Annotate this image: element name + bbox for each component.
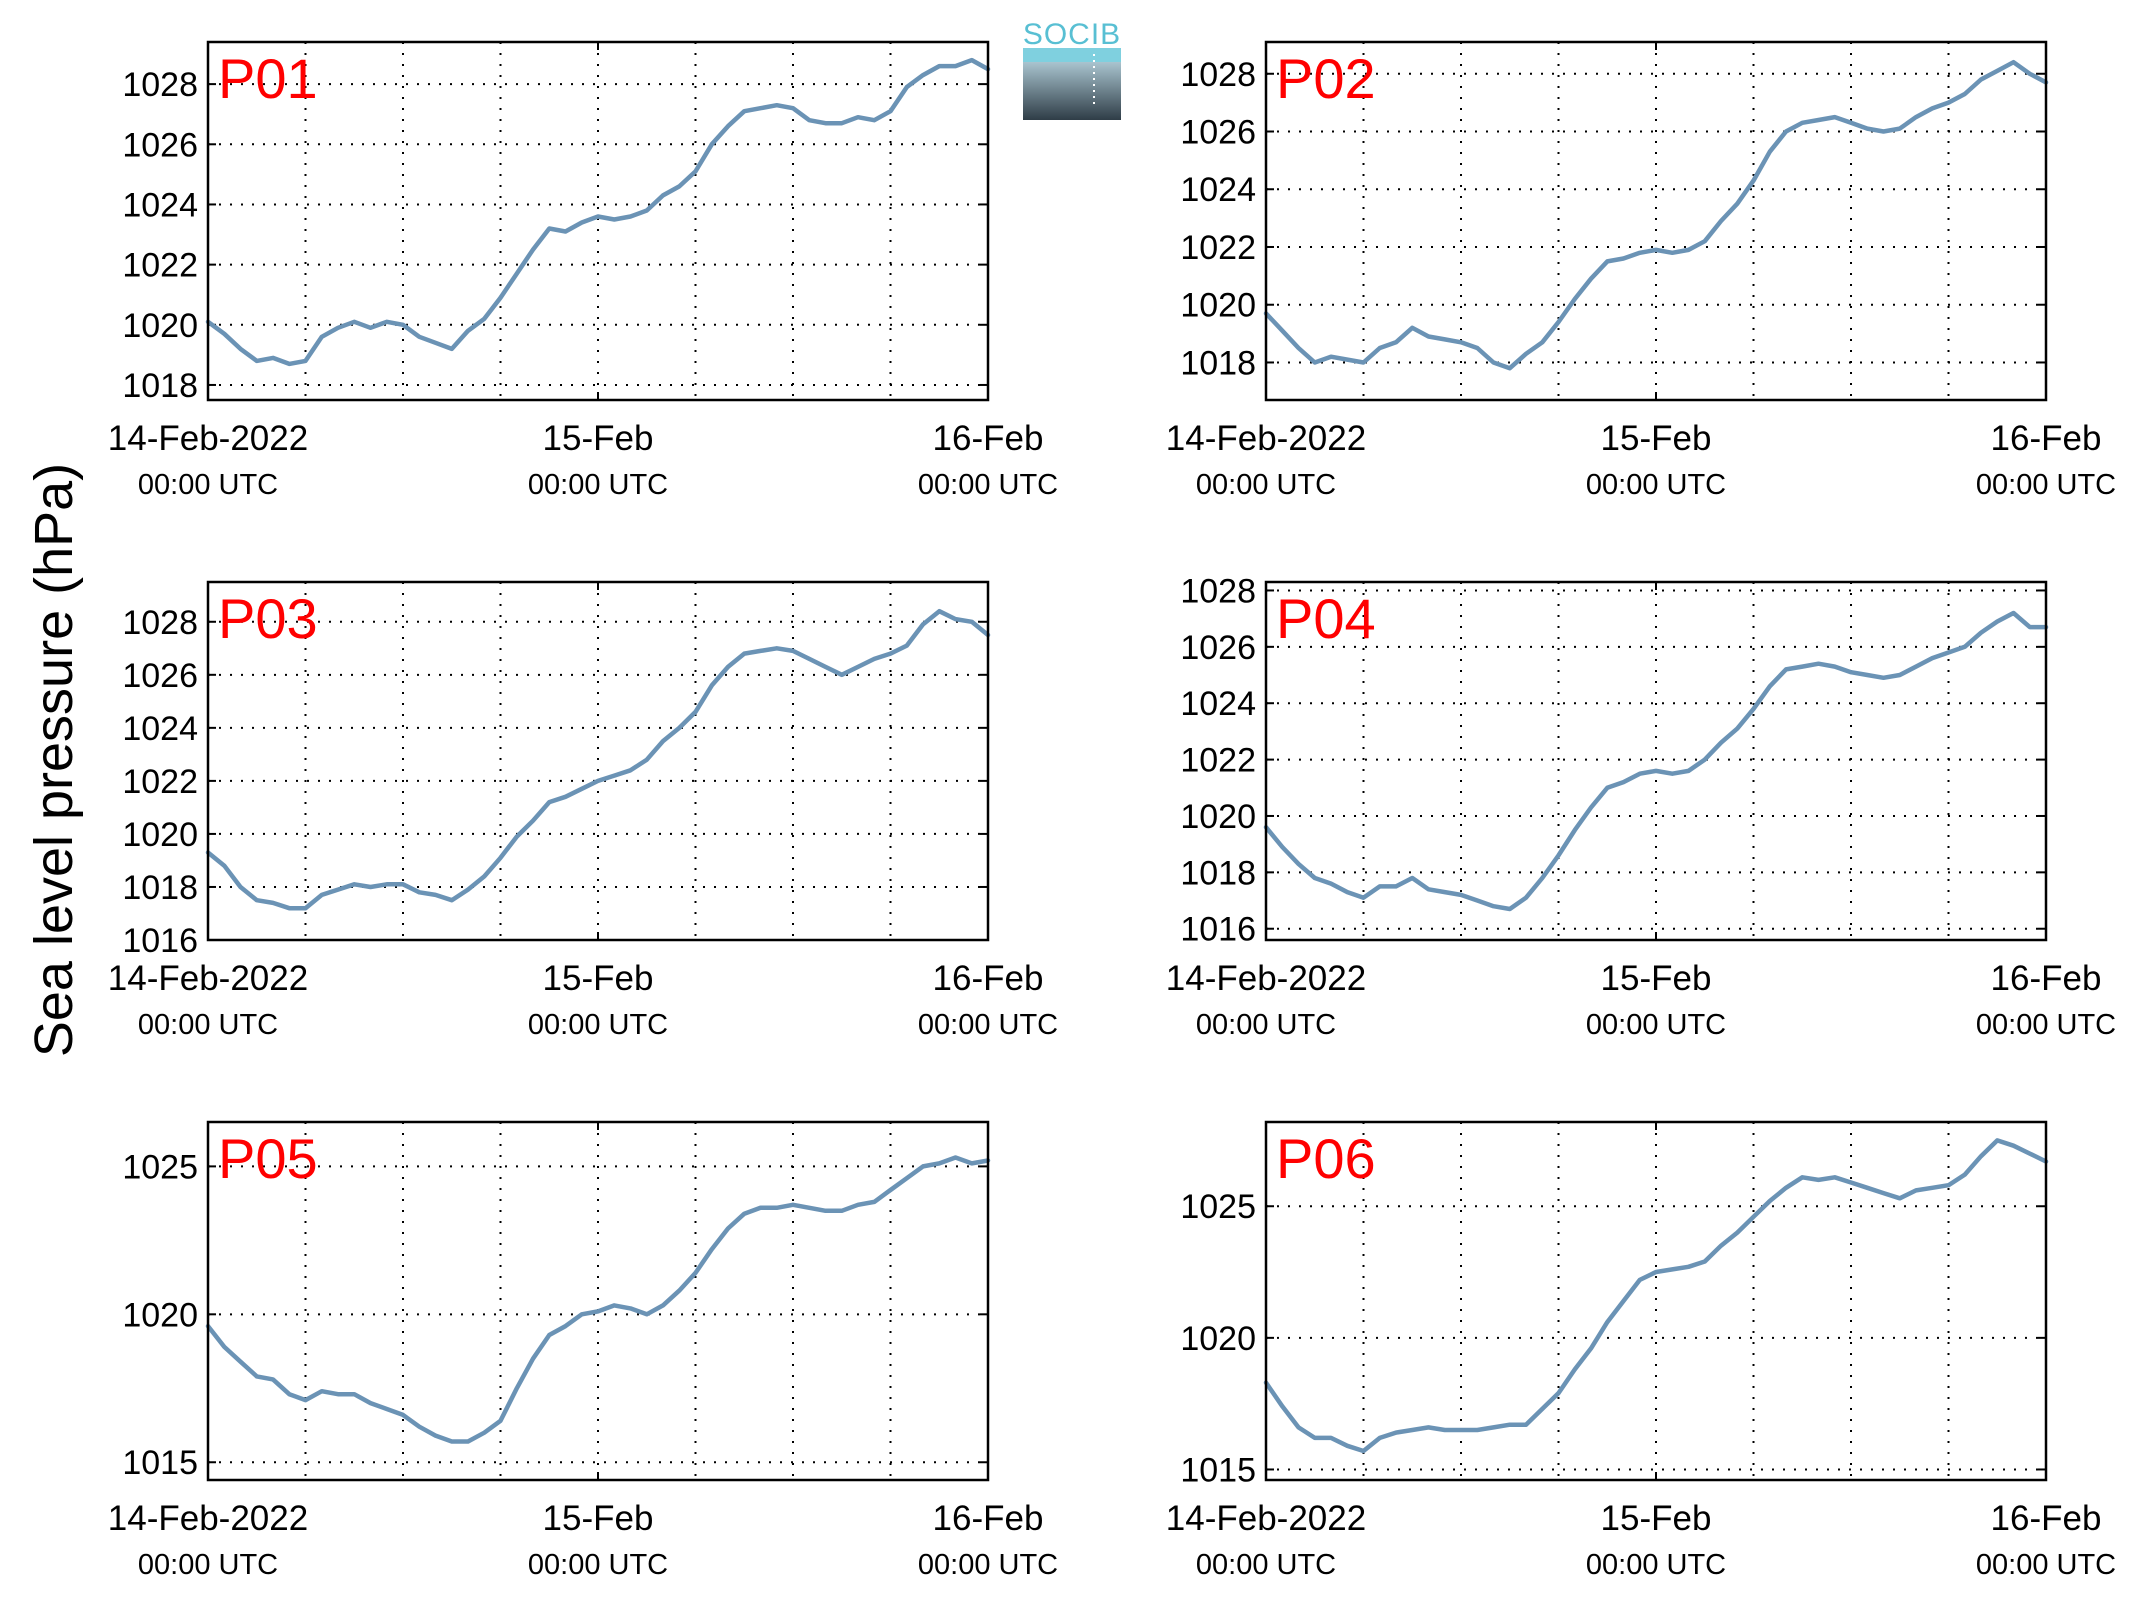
p03-axes-frame	[206, 580, 990, 942]
panels-group: 1018 1020 1022 1024 1026 1028 14-Feb-2022 00:00…	[108, 40, 2116, 1581]
p02-ytick-label: 1026	[1180, 114, 1256, 152]
p05-ytick-label: 1020	[122, 1296, 198, 1334]
p03-ytick-label: 1024	[122, 710, 198, 748]
p04-ytick-label: 1016	[1180, 911, 1256, 949]
p03-xtick-sublabel: 00:00 UTC	[528, 1009, 668, 1041]
p04-axes-frame	[1264, 580, 2048, 942]
p01-pressure-line	[205, 57, 991, 367]
p02-pressure-line	[1263, 59, 2049, 371]
p04-xtick-label: 16-Feb	[1991, 959, 2102, 998]
p04-xtick-sublabel: 00:00 UTC	[1196, 1009, 1336, 1041]
p05-xtick-label: 14-Feb-2022	[108, 1499, 308, 1538]
p03-xtick-sublabel: 00:00 UTC	[138, 1009, 278, 1041]
p02-axes-frame	[1264, 40, 2048, 402]
p02-ytick-label: 1022	[1180, 229, 1256, 267]
p03-ytick-label: 1028	[122, 604, 198, 642]
p04-xtick-label: 15-Feb	[1601, 959, 1712, 998]
p02-xtick-label: 15-Feb	[1601, 419, 1712, 458]
y-axis-label: Sea level pressure (hPa)	[24, 463, 84, 1057]
p05-panel: 1015 1020 1025 14-Feb-2022 00:00 UTC 15-Feb 00…	[108, 1120, 1058, 1581]
p06-axes-frame	[1264, 1120, 2048, 1482]
p01-ytick-label: 1020	[122, 307, 198, 345]
p03-ytick-label: 1020	[122, 816, 198, 854]
p02-ytick-label: 1024	[1180, 171, 1256, 209]
p01-panel-label: P01	[218, 47, 318, 110]
p02-panel-label: P02	[1276, 47, 1376, 110]
p04-ytick-label: 1018	[1180, 854, 1256, 892]
p04-panel: 1016 1018 1020 1022 1024 1026 1028 14-Feb-2022 0…	[1166, 572, 2116, 1041]
p06-panel-label: P06	[1276, 1127, 1376, 1190]
p03-ytick-label: 1026	[122, 657, 198, 695]
p05-xtick-sublabel: 00:00 UTC	[138, 1549, 278, 1581]
p01-xtick-label: 14-Feb-2022	[108, 419, 308, 458]
p04-ytick-label: 1024	[1180, 685, 1256, 723]
p01-xtick-sublabel: 00:00 UTC	[528, 469, 668, 501]
p06-pressure-line	[1263, 1138, 2049, 1454]
logo-text: SOCIB	[1023, 18, 1121, 51]
p01-xtick-label: 15-Feb	[543, 419, 654, 458]
p06-xtick-label: 15-Feb	[1601, 1499, 1712, 1538]
p03-ytick-label: 1022	[122, 763, 198, 801]
p06-ytick-label: 1025	[1180, 1188, 1256, 1226]
socib-logo: SOCIB	[1023, 18, 1121, 120]
p03-ytick-label: 1016	[122, 922, 198, 960]
p06-ytick-label: 1020	[1180, 1320, 1256, 1358]
p04-ytick-label: 1020	[1180, 798, 1256, 836]
p01-axes-frame	[206, 40, 990, 402]
p06-xtick-sublabel: 00:00 UTC	[1976, 1549, 2116, 1581]
p05-xtick-sublabel: 00:00 UTC	[528, 1549, 668, 1581]
p04-pressure-line	[1263, 610, 2049, 912]
p01-xtick-sublabel: 00:00 UTC	[138, 469, 278, 501]
p02-panel: 1018 1020 1022 1024 1026 1028 14-Feb-2022 00:00…	[1166, 40, 2116, 501]
p05-xtick-label: 16-Feb	[933, 1499, 1044, 1538]
p06-xtick-sublabel: 00:00 UTC	[1586, 1549, 1726, 1581]
p02-ytick-label: 1020	[1180, 287, 1256, 325]
p02-xtick-sublabel: 00:00 UTC	[1586, 469, 1726, 501]
p03-panel: 1016 1018 1020 1022 1024 1026 1028 14-Feb-2022 0…	[108, 580, 1058, 1041]
p03-xtick-label: 16-Feb	[933, 959, 1044, 998]
p06-xtick-label: 14-Feb-2022	[1166, 1499, 1366, 1538]
p02-xtick-label: 14-Feb-2022	[1166, 419, 1366, 458]
p04-xtick-sublabel: 00:00 UTC	[1976, 1009, 2116, 1041]
p03-xtick-label: 15-Feb	[543, 959, 654, 998]
p01-panel: 1018 1020 1022 1024 1026 1028 14-Feb-2022 00:00…	[108, 40, 1058, 501]
p03-xtick-sublabel: 00:00 UTC	[918, 1009, 1058, 1041]
p01-ytick-label: 1028	[122, 66, 198, 104]
p01-xtick-sublabel: 00:00 UTC	[918, 469, 1058, 501]
p04-ytick-label: 1022	[1180, 742, 1256, 780]
p05-axes-frame	[206, 1120, 990, 1482]
p04-xtick-label: 14-Feb-2022	[1166, 959, 1366, 998]
p05-panel-label: P05	[218, 1127, 318, 1190]
p06-ytick-label: 1015	[1180, 1451, 1256, 1489]
p02-ytick-label: 1028	[1180, 56, 1256, 94]
p06-panel: 1015 1020 1025 14-Feb-2022 00:00 UTC 15-Feb 00…	[1166, 1120, 2116, 1581]
p01-ytick-label: 1026	[122, 126, 198, 164]
p02-xtick-sublabel: 00:00 UTC	[1976, 469, 2116, 501]
p03-ytick-label: 1018	[122, 869, 198, 907]
p05-ytick-label: 1025	[122, 1148, 198, 1186]
p06-xtick-sublabel: 00:00 UTC	[1196, 1549, 1336, 1581]
p05-xtick-label: 15-Feb	[543, 1499, 654, 1538]
p04-xtick-sublabel: 00:00 UTC	[1586, 1009, 1726, 1041]
p05-ytick-label: 1015	[122, 1444, 198, 1482]
p04-ytick-label: 1028	[1180, 572, 1256, 610]
p06-xtick-label: 16-Feb	[1991, 1499, 2102, 1538]
p05-pressure-line	[205, 1155, 991, 1444]
p01-xtick-label: 16-Feb	[933, 419, 1044, 458]
p02-ytick-label: 1018	[1180, 344, 1256, 382]
p02-xtick-label: 16-Feb	[1991, 419, 2102, 458]
p04-ytick-label: 1026	[1180, 629, 1256, 667]
p04-panel-label: P04	[1276, 587, 1376, 650]
p03-panel-label: P03	[218, 587, 318, 650]
p05-xtick-sublabel: 00:00 UTC	[918, 1549, 1058, 1581]
p01-ytick-label: 1018	[122, 367, 198, 405]
logo-wave-band	[1023, 48, 1121, 62]
p03-xtick-label: 14-Feb-2022	[108, 959, 308, 998]
p01-ytick-label: 1022	[122, 247, 198, 285]
p03-pressure-line	[205, 608, 991, 911]
p02-xtick-sublabel: 00:00 UTC	[1196, 469, 1336, 501]
logo-body	[1023, 62, 1121, 120]
p01-ytick-label: 1024	[122, 186, 198, 224]
